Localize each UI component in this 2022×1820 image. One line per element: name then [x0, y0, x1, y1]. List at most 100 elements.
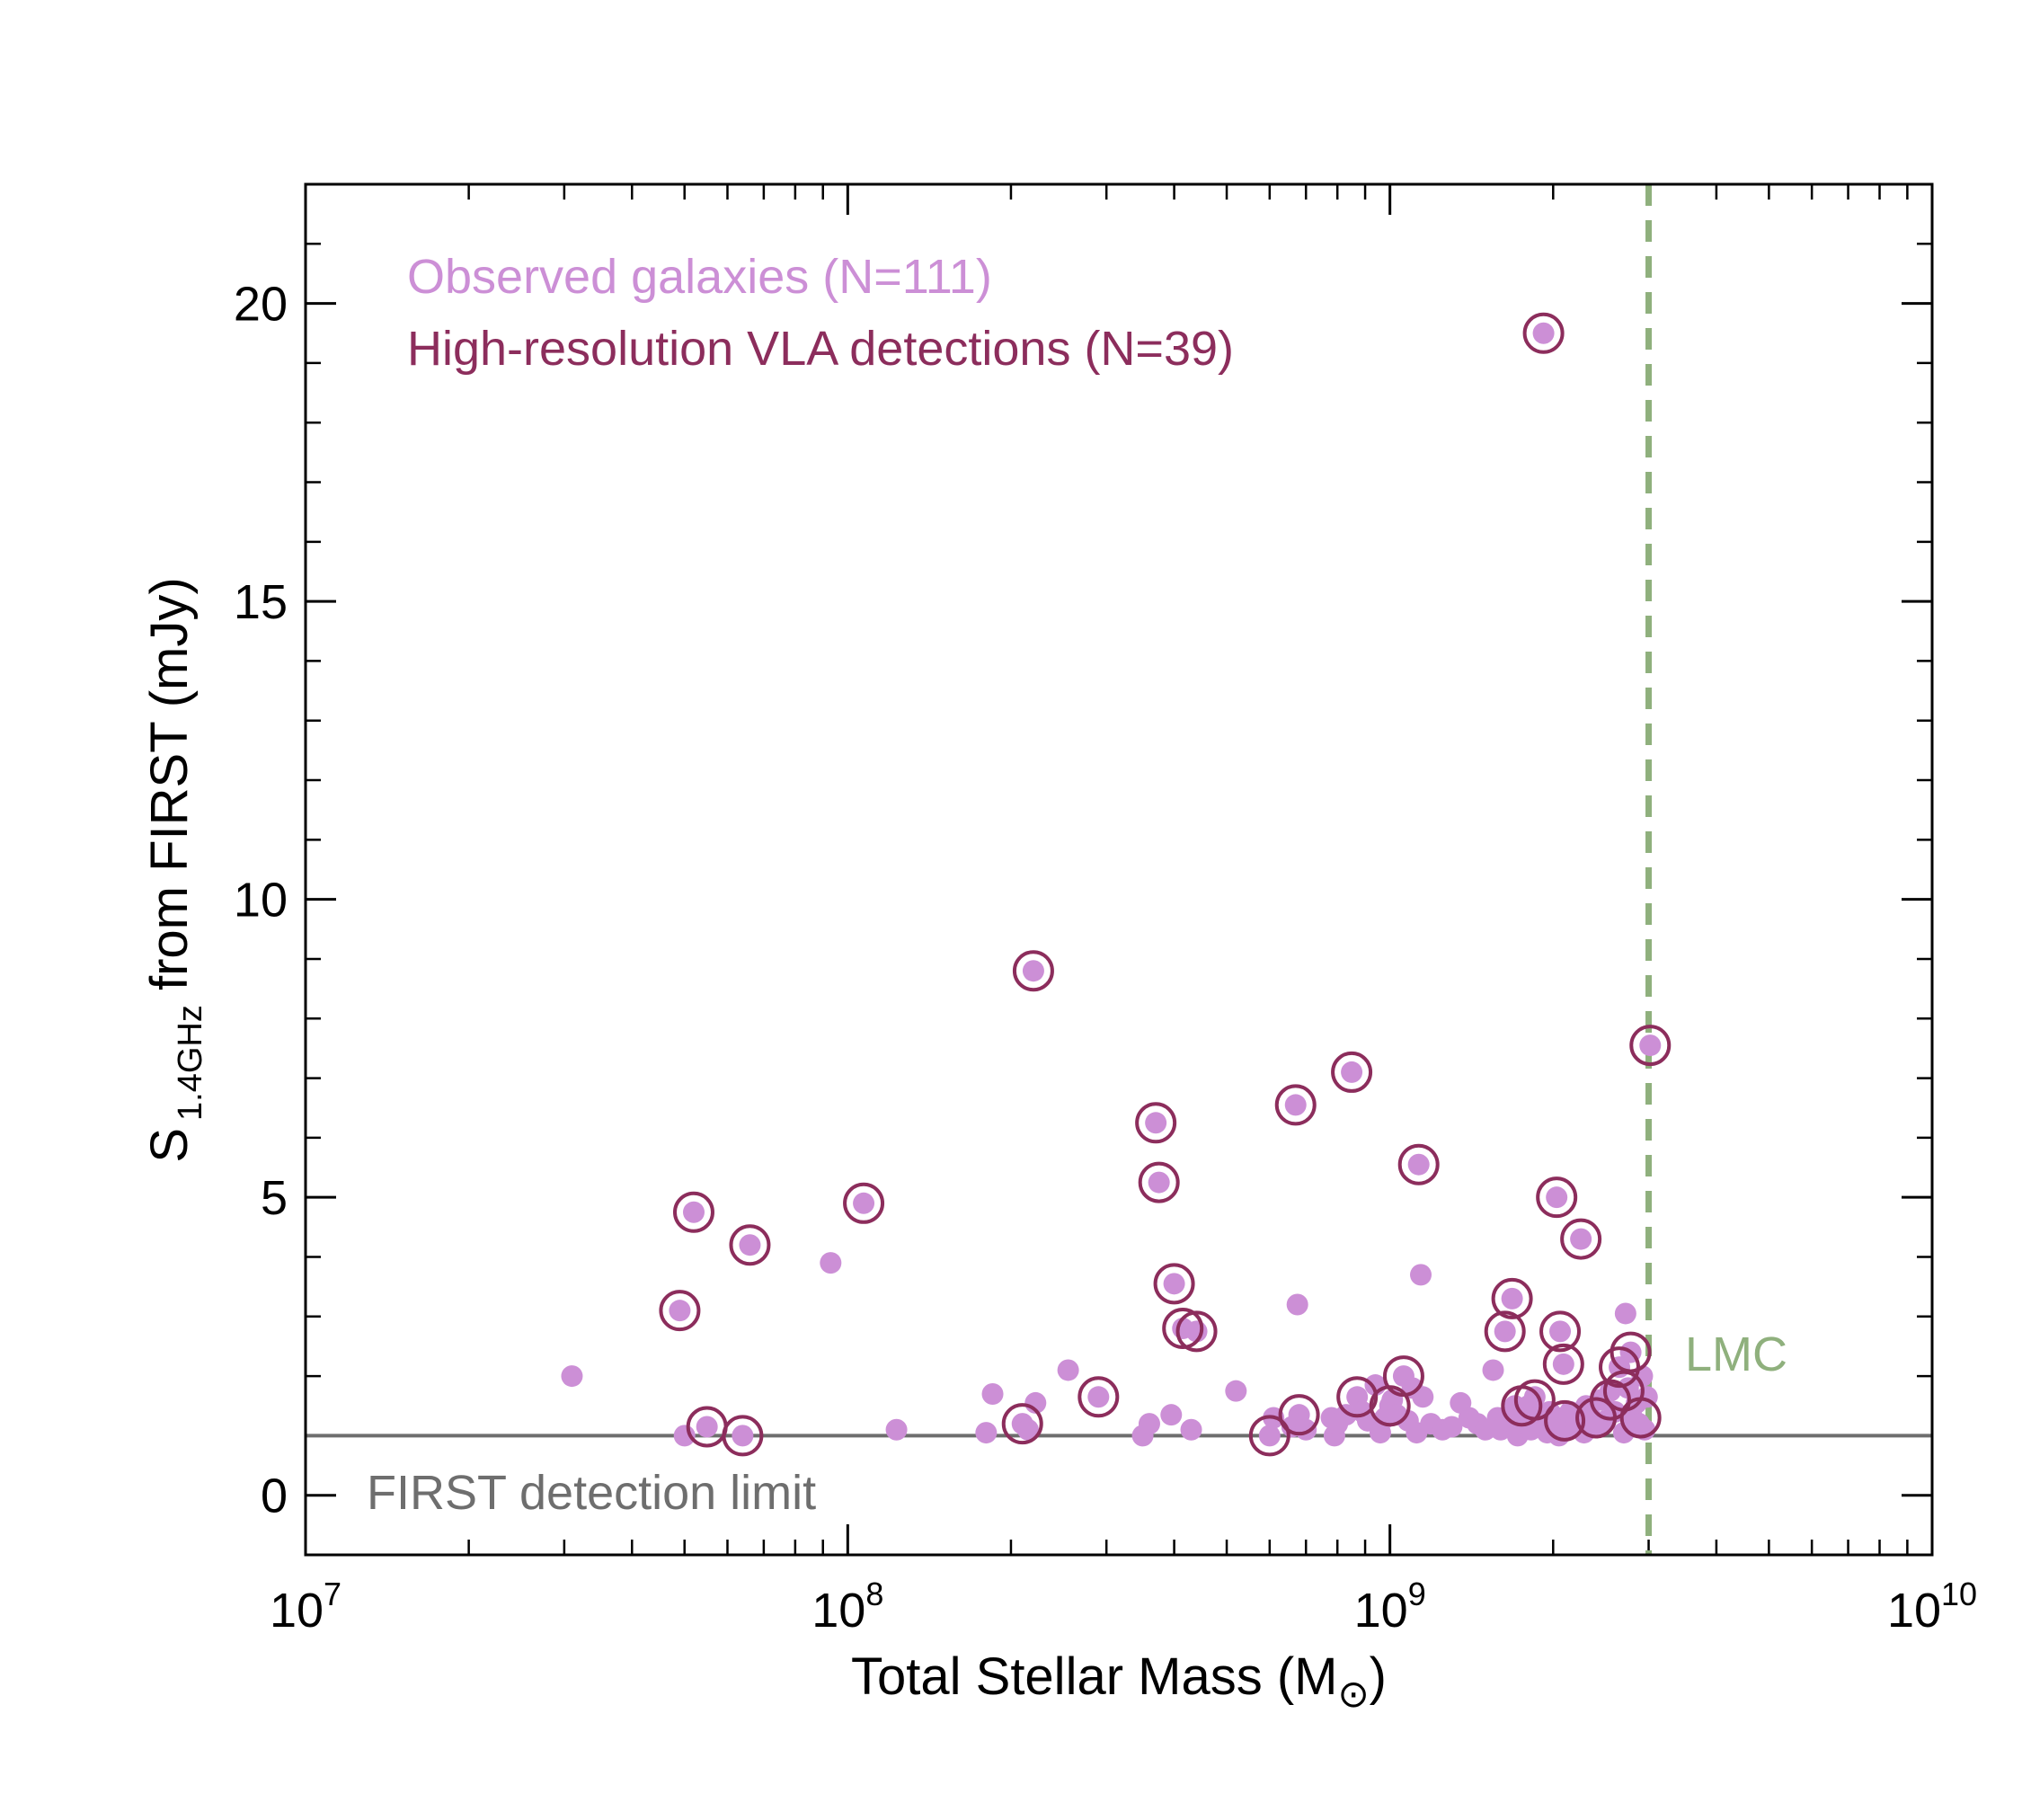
- observed-galaxy-point: [1412, 1386, 1434, 1408]
- detection-limit-label: FIRST detection limit: [367, 1466, 816, 1520]
- vla-detection-ring: [1138, 1161, 1180, 1203]
- observed-galaxy-point: [1546, 1186, 1568, 1209]
- vla-detection-ring: [722, 1415, 764, 1457]
- observed-galaxy-point: [1494, 1320, 1516, 1343]
- lmc-label: LMC: [1685, 1327, 1787, 1381]
- x-tick-label-exponent: 8: [865, 1576, 883, 1612]
- observed-galaxy-point: [739, 1234, 761, 1256]
- vla-detection-ring: [1078, 1376, 1120, 1418]
- observed-galaxy-point: [975, 1422, 998, 1444]
- observed-galaxy-point: [1225, 1380, 1247, 1402]
- vla-detection-ring: [1513, 1379, 1556, 1421]
- observed-points: [561, 322, 1662, 1447]
- observed-galaxy-point: [1180, 1418, 1202, 1441]
- x-tick-label-base: 10: [270, 1584, 324, 1638]
- vla-detection-ring: [672, 1191, 714, 1233]
- vla-detection-ring: [1162, 1308, 1204, 1350]
- y-tick-label: 5: [261, 1171, 288, 1225]
- observed-galaxy-point: [1407, 1153, 1430, 1176]
- reference-lines: [306, 184, 1932, 1555]
- observed-galaxy-point: [1163, 1273, 1185, 1295]
- vla-detection-ring: [1629, 1025, 1672, 1067]
- vla-detection-ring: [1619, 1397, 1662, 1439]
- vla-detection-ring: [1542, 1343, 1584, 1385]
- vla-detection-ring: [1599, 1346, 1641, 1389]
- vla-detection-ring: [1012, 950, 1054, 992]
- vla-detection-ring: [1589, 1379, 1631, 1421]
- observed-galaxy-point: [820, 1252, 842, 1274]
- y-tick-label: 20: [234, 278, 288, 332]
- y-tick-label: 10: [234, 874, 288, 928]
- vla-detection-ring: [1491, 1277, 1533, 1319]
- vla-detection-ring: [659, 1290, 701, 1332]
- observed-galaxy-point: [1148, 1171, 1170, 1194]
- observed-galaxy-point: [1639, 1034, 1662, 1057]
- vla-detection-ring: [843, 1182, 885, 1224]
- observed-galaxy-point: [885, 1418, 908, 1441]
- vla-detection-ring: [1278, 1394, 1320, 1436]
- vla-detection-ring: [1331, 1051, 1373, 1093]
- vla-detection-ring: [1175, 1310, 1218, 1353]
- vla-detection-circles: [659, 312, 1672, 1457]
- observed-galaxy-point: [1284, 1094, 1307, 1116]
- x-axis-title-close: ): [1370, 1647, 1387, 1706]
- observed-galaxy-point: [682, 1201, 705, 1223]
- vla-detection-ring: [1248, 1415, 1290, 1457]
- observed-galaxy-point: [732, 1425, 754, 1447]
- x-tick-label-exponent: 7: [324, 1576, 341, 1612]
- observed-galaxy-point: [1286, 1293, 1308, 1316]
- vla-detection-ring: [1522, 312, 1565, 354]
- y-axis-title: S 1.4GHz from FIRST (mJy): [140, 577, 209, 1162]
- observed-galaxy-point: [1016, 1418, 1039, 1441]
- x-tick-label-base: 10: [811, 1584, 865, 1638]
- observed-galaxy-point: [1145, 1112, 1167, 1134]
- vla-detection-ring: [1135, 1102, 1177, 1144]
- x-axis-title-main: Total Stellar Mass (M: [851, 1647, 1337, 1706]
- vla-detection-ring: [1336, 1376, 1379, 1418]
- observed-galaxy-point: [1552, 1353, 1574, 1375]
- vla-detection-ring: [1560, 1218, 1602, 1260]
- x-tick-label: 1010: [1887, 1576, 1977, 1638]
- x-tick-label: 108: [811, 1576, 883, 1638]
- x-tick-label-exponent: 9: [1408, 1576, 1426, 1612]
- observed-galaxy-point: [1258, 1425, 1281, 1447]
- x-tick-label-exponent: 10: [1941, 1576, 1977, 1612]
- observed-galaxy-point: [696, 1416, 718, 1438]
- vla-detection-ring: [1153, 1263, 1195, 1305]
- y-axis-title-rest: from FIRST (mJy): [140, 577, 199, 1005]
- observed-galaxy-point: [1335, 1404, 1357, 1426]
- y-axis-title-sub: 1.4GHz: [172, 1005, 209, 1121]
- vla-detection-ring: [1397, 1143, 1440, 1185]
- vla-detection-ring: [1382, 1355, 1424, 1398]
- observed-galaxy-point: [1441, 1416, 1463, 1438]
- observed-galaxy-point: [981, 1382, 1004, 1405]
- minor-ticks: [306, 182, 1932, 1557]
- vla-detection-ring: [729, 1224, 771, 1266]
- observed-galaxy-point: [1532, 322, 1555, 344]
- plot-frame: [304, 182, 1934, 1557]
- observed-galaxy-point: [1341, 1061, 1363, 1083]
- observed-galaxy-point: [1570, 1228, 1592, 1250]
- x-tick-label: 107: [270, 1576, 341, 1638]
- observed-galaxy-point: [1614, 1302, 1636, 1325]
- y-tick-label: 0: [261, 1469, 288, 1523]
- observed-galaxy-point: [853, 1192, 875, 1214]
- x-axis-title: Total Stellar Mass (M⊙): [851, 1647, 1387, 1715]
- vla-detection-ring: [1539, 1310, 1582, 1353]
- y-axis-title-main: S: [140, 1128, 199, 1163]
- x-tick-label: 109: [1354, 1576, 1426, 1638]
- x-tick-label-base: 10: [1887, 1584, 1941, 1638]
- observed-galaxy-point: [1057, 1359, 1079, 1381]
- observed-galaxy-point: [1549, 1320, 1572, 1343]
- vla-detection-ring: [1544, 1399, 1586, 1442]
- vla-detection-ring: [1001, 1403, 1043, 1445]
- y-tick-label: 15: [234, 575, 288, 629]
- observed-galaxy-point: [1022, 960, 1044, 982]
- observed-galaxy-point: [1138, 1413, 1160, 1435]
- observed-galaxy-point: [669, 1300, 691, 1322]
- observed-galaxy-point: [1482, 1359, 1504, 1381]
- vla-detection-ring: [1484, 1310, 1526, 1353]
